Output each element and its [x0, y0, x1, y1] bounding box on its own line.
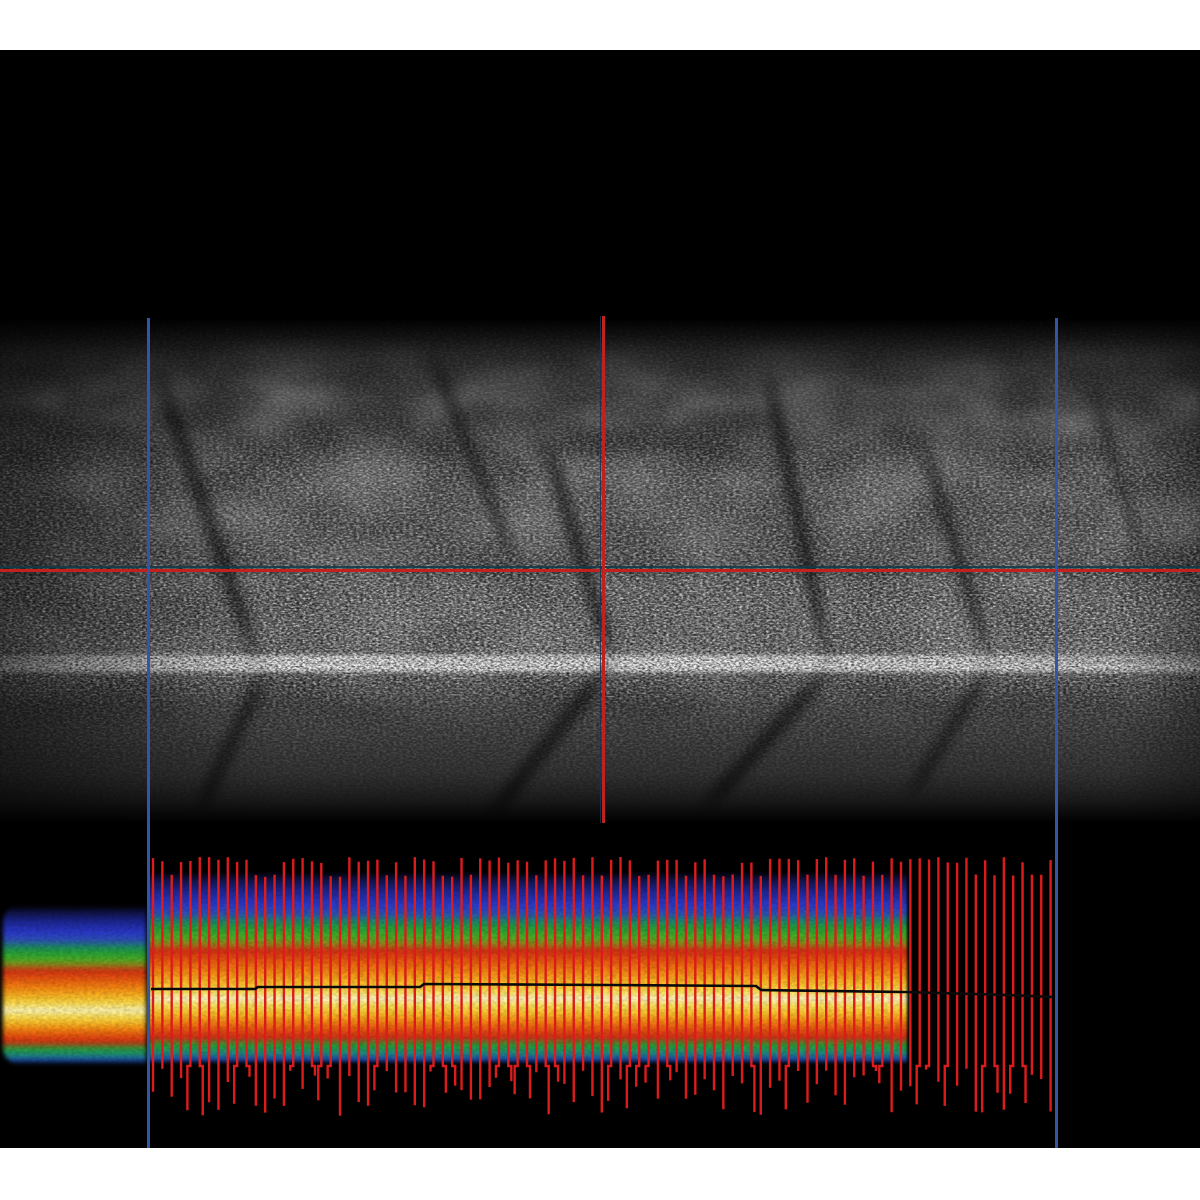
- roi-marker-right[interactable]: [1055, 318, 1058, 1148]
- crosshair-vertical-shadow: [600, 316, 601, 823]
- spectrum-trace: [151, 982, 1054, 999]
- calibration-comb: [151, 857, 1052, 1116]
- calibration-overlay: [151, 857, 1054, 1116]
- crosshair-vertical[interactable]: [602, 316, 605, 823]
- roi-marker-left[interactable]: [147, 318, 150, 1148]
